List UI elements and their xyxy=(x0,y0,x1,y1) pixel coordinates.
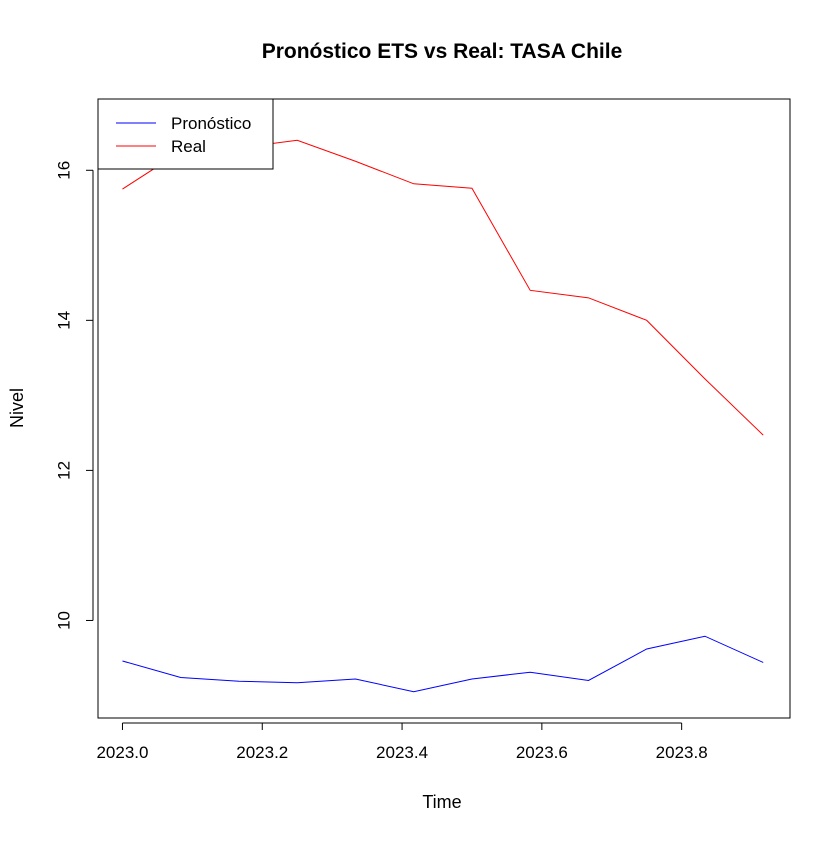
y-tick-label: 16 xyxy=(54,161,73,180)
legend-label: Real xyxy=(171,137,206,156)
y-tick-label: 12 xyxy=(54,461,73,480)
legend-label: Pronóstico xyxy=(171,114,251,133)
x-tick-label: 2023.4 xyxy=(376,743,428,762)
plot-frame xyxy=(97,98,791,719)
x-axis: 2023.0 2023.2 2023.4 2023.6 2023.8 xyxy=(96,722,708,762)
y-axis-title: Nivel xyxy=(7,388,27,428)
x-tick-label: 2023.6 xyxy=(516,743,568,762)
y-tick-label: 10 xyxy=(54,611,73,630)
y-axis: 10 12 14 16 xyxy=(54,161,94,630)
x-tick-label: 2023.2 xyxy=(236,743,288,762)
forecast-series-line xyxy=(122,635,764,693)
y-tick-label: 14 xyxy=(54,311,73,330)
legend: Pronóstico Real xyxy=(97,98,274,170)
x-tick-label: 2023.8 xyxy=(656,743,708,762)
x-axis-title: Time xyxy=(422,792,461,812)
legend-box xyxy=(97,98,274,170)
x-tick-label: 2023.0 xyxy=(96,743,148,762)
chart-title: Pronóstico ETS vs Real: TASA Chile xyxy=(262,40,623,63)
